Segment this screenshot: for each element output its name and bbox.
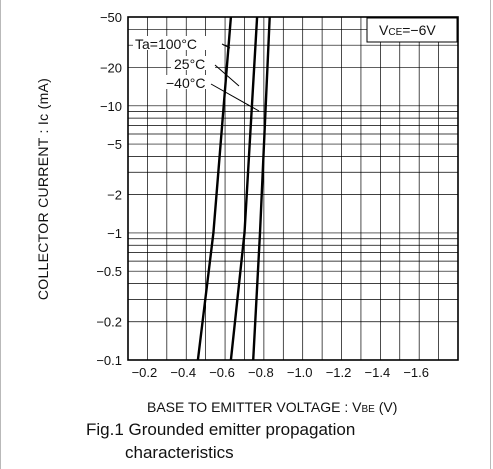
x-tick-label: −0.2 (132, 365, 158, 380)
leader-100c (221, 43, 231, 49)
condition-label: VCE=−6V (379, 22, 436, 38)
y-tick-label: −10 (100, 99, 122, 114)
curve-ta-minus40c (252, 16, 271, 361)
x-tick-label: −1.0 (287, 365, 313, 380)
figure-caption-line2: characteristics (125, 443, 234, 462)
y-tick-label: −20 (100, 61, 122, 76)
y-tick-label: −1 (107, 226, 122, 241)
curve-ta-25c (229, 16, 259, 361)
curves (196, 16, 271, 361)
x-tick-labels: −0.2 −0.4 −0.6 −0.8 −1.0 −1.2 −1.4 −1.6 (132, 365, 429, 380)
y-axis-label: COLLECTOR CURRENT : Ic (mA) (35, 78, 51, 300)
x-tick-label: −1.6 (403, 365, 429, 380)
x-tick-label: −0.8 (248, 365, 274, 380)
curve-ta-100c (196, 16, 233, 361)
y-tick-label: −5 (107, 137, 122, 152)
leader-minus40c (210, 83, 260, 112)
x-tick-label: −1.2 (326, 365, 352, 380)
leader-25c (214, 64, 240, 87)
y-tick-label: −2 (107, 188, 122, 203)
x-tick-label: −1.4 (365, 365, 391, 380)
y-tick-label: −0.1 (96, 353, 122, 368)
y-tick-label: −50 (100, 10, 122, 25)
chart: −0.1 −0.2 −0.5 −1 −2 −5 −10 −20 −50 −0.2 −0.4 −0.6… (35, 10, 459, 415)
condition-box (366, 17, 458, 43)
plot-area (127, 16, 459, 361)
x-tick-label: −0.6 (209, 365, 235, 380)
y-tick-label: −0.5 (96, 264, 122, 279)
figure-caption-line1: Fig.1 Grounded emitter propagation (86, 420, 356, 439)
series-label-minus40c: −40°C (166, 75, 205, 91)
y-tick-label: −0.2 (96, 315, 122, 330)
y-tick-labels: −0.1 −0.2 −0.5 −1 −2 −5 −10 −20 −50 (96, 10, 122, 368)
x-axis-label: BASE TO EMITTER VOLTAGE : VBE (V) (147, 399, 397, 415)
series-label-25c: 25°C (174, 56, 205, 72)
x-tick-label: −0.4 (170, 365, 196, 380)
series-label-100c: Ta=100°C (135, 36, 197, 52)
